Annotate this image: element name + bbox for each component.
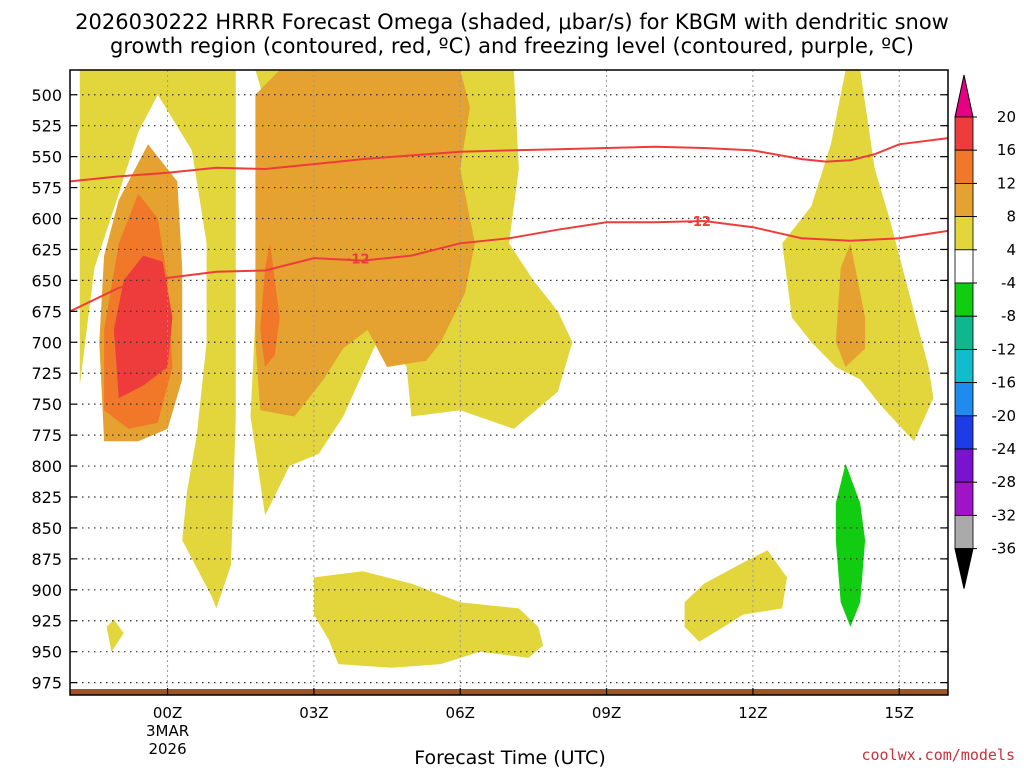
x-tick-sublabel: 3MAR xyxy=(146,722,189,740)
colorbar-label: 20 xyxy=(997,108,1016,126)
y-tick-label: 525 xyxy=(31,117,62,136)
omega-region-9 xyxy=(684,550,787,642)
dgz-contours: -12 -12 xyxy=(70,137,948,313)
omega-region-8 xyxy=(313,571,544,668)
y-tick-label: 650 xyxy=(31,271,62,290)
y-tick-label: 700 xyxy=(31,333,62,352)
omega-region-6 xyxy=(782,70,934,442)
y-tick-label: 925 xyxy=(31,612,62,631)
colorbar-segment xyxy=(954,282,974,317)
colorbar-label: -24 xyxy=(992,440,1017,458)
colorbar-segment xyxy=(954,515,974,550)
colorbar-segment xyxy=(954,315,974,350)
colorbar-label: 16 xyxy=(997,141,1016,159)
x-tick-label: 03Z xyxy=(299,704,328,722)
chart-title-line-1: 2026030222 HRRR Forecast Omega (shaded, … xyxy=(75,10,949,34)
plot-frame xyxy=(69,69,949,696)
dgz-contour-line xyxy=(70,219,948,313)
omega-region-5 xyxy=(260,243,280,367)
colorbar-segment xyxy=(954,415,974,450)
colorbar-label: 12 xyxy=(997,174,1016,192)
x-tick-label: 06Z xyxy=(446,704,475,722)
x-axis-label: Forecast Time (UTC) xyxy=(414,747,605,768)
x-tick-label: 12Z xyxy=(738,704,767,722)
colorbar-segment xyxy=(954,216,974,251)
colorbar-bottom-arrow xyxy=(954,548,974,589)
chart-title-line-2: growth region (contoured, red, ºC) and f… xyxy=(110,34,914,58)
y-tick-label: 725 xyxy=(31,364,62,383)
omega-region-11 xyxy=(835,463,866,627)
x-tick-sublabel: 2026 xyxy=(148,740,186,758)
y-tick-label: 675 xyxy=(31,302,62,321)
colorbar-top-arrow xyxy=(954,74,974,118)
colorbar-label: -32 xyxy=(992,506,1017,524)
colorbar-label: -16 xyxy=(992,374,1017,392)
omega-region-10 xyxy=(106,619,124,652)
y-tick-label: 625 xyxy=(31,240,62,259)
y-tick-label: 900 xyxy=(31,581,62,600)
colorbar-label: -28 xyxy=(992,473,1017,491)
plot-area xyxy=(70,70,948,695)
colorbar-label: -12 xyxy=(992,340,1017,358)
terrain-strip xyxy=(70,689,948,695)
colorbar-label: -8 xyxy=(1001,307,1016,325)
axes: 500 525 550 575 600 625 650 675 700 725 750 775 800 8… xyxy=(31,69,949,758)
colorbar-segment xyxy=(954,249,974,284)
y-tick-label: 775 xyxy=(31,426,62,445)
colorbar: 20 16 12 8 4 -4 -8 -12 -16 -20 -24 -28 -32 -36 xyxy=(954,74,1017,589)
omega-region-7 xyxy=(835,243,866,367)
colorbar-label: 8 xyxy=(1006,208,1016,226)
colorbar-segment xyxy=(954,348,974,383)
x-tick-label: 00Z xyxy=(153,704,182,722)
y-tick-label: 825 xyxy=(31,488,62,507)
y-tick-label: 600 xyxy=(31,210,62,229)
y-tick-label: 800 xyxy=(31,457,62,476)
y-tick-label: 750 xyxy=(31,395,62,414)
colorbar-label: 4 xyxy=(1006,241,1016,259)
colorbar-label: -36 xyxy=(992,540,1017,558)
x-tick-label: 09Z xyxy=(592,704,621,722)
y-tick-label: 875 xyxy=(31,550,62,569)
credit-link[interactable]: coolwx.com/models xyxy=(861,746,1015,764)
y-tick-label: 500 xyxy=(31,86,62,105)
y-tick-label: 950 xyxy=(31,643,62,662)
colorbar-segment xyxy=(954,182,974,217)
colorbar-segment xyxy=(954,116,974,151)
y-tick-label: 550 xyxy=(31,148,62,167)
grid-lines xyxy=(70,70,948,695)
y-tick-label: 975 xyxy=(31,674,62,693)
colorbar-segment xyxy=(954,481,974,516)
y-tick-label: 850 xyxy=(31,519,62,538)
colorbar-label: -20 xyxy=(992,407,1017,425)
dgz-contour-label: -12 xyxy=(687,215,711,230)
colorbar-segment xyxy=(954,382,974,417)
dgz-contour-label: -12 xyxy=(346,252,370,267)
colorbar-segment xyxy=(954,448,974,483)
colorbar-label: -4 xyxy=(1001,274,1016,292)
y-tick-label: 575 xyxy=(31,179,62,198)
dgz-contour-line xyxy=(70,137,948,183)
colorbar-segment xyxy=(954,149,974,184)
x-tick-label: 15Z xyxy=(885,704,914,722)
omega-region-3 xyxy=(113,255,173,398)
